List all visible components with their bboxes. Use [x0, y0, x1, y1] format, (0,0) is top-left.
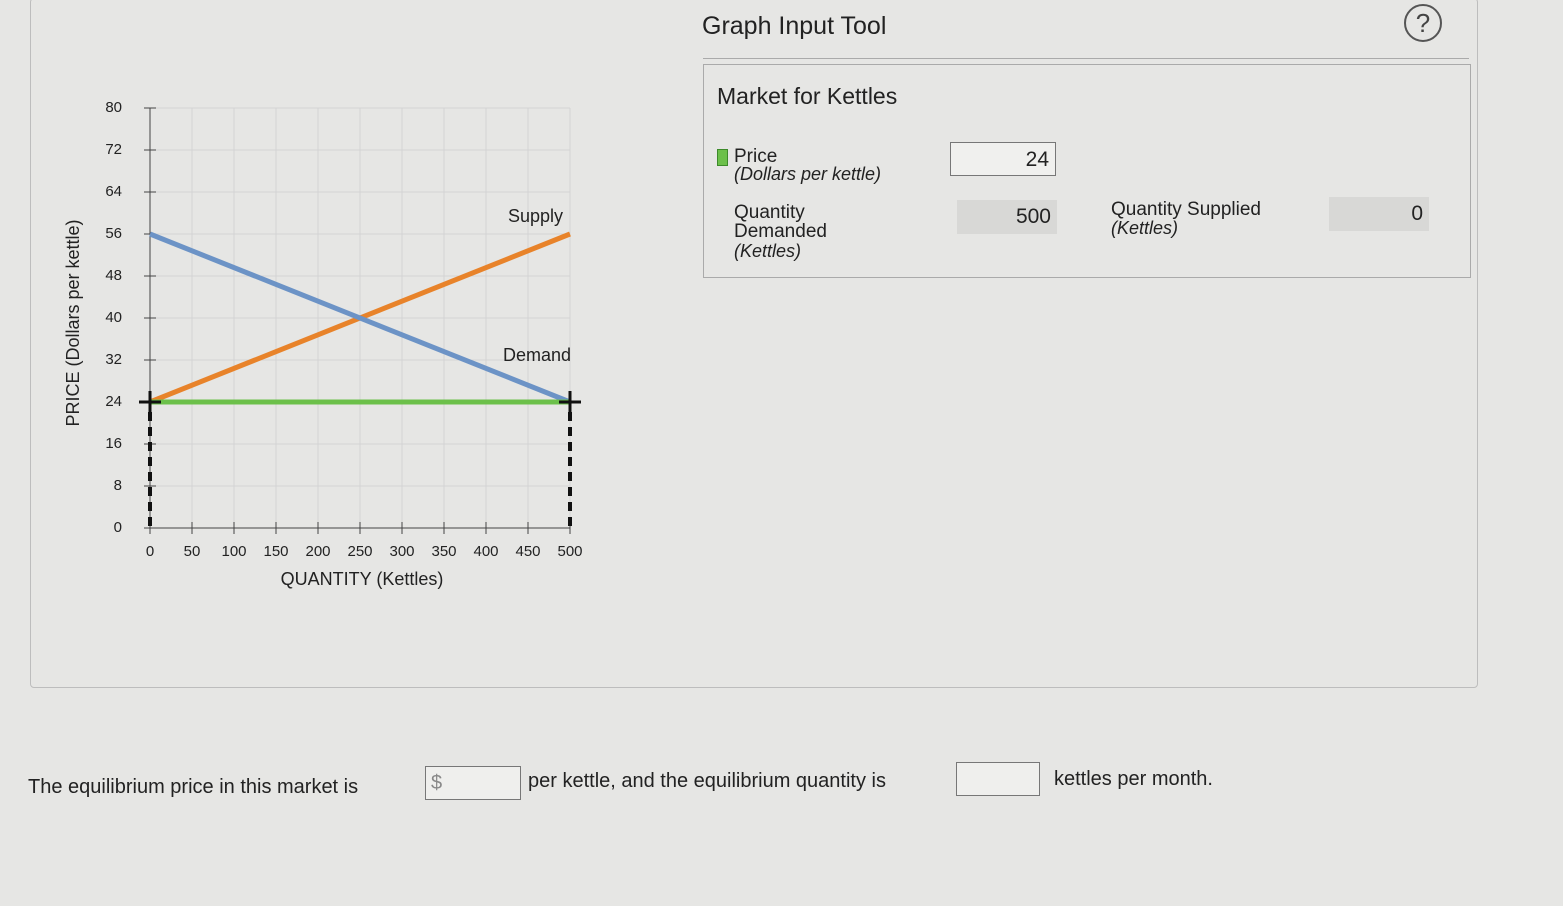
series-label: Demand [503, 345, 571, 365]
x-tick-label: 0 [146, 543, 154, 560]
x-axis-title: QUANTITY (Kettles) [281, 569, 444, 589]
handle [139, 391, 161, 413]
question-part3: kettles per month. [1054, 768, 1213, 790]
supplied-label: Quantity Supplied [1111, 199, 1261, 220]
supplied-value: 0 [1329, 197, 1429, 231]
tool-title: Graph Input Tool [702, 12, 887, 40]
price-label: Price [734, 146, 778, 167]
y-tick-label: 80 [105, 99, 122, 116]
x-tick-label: 500 [557, 543, 582, 560]
x-tick-label: 50 [184, 543, 201, 560]
panel-title: Market for Kettles [717, 83, 898, 109]
x-tick-label: 250 [347, 543, 372, 560]
demanded-label: Quantity Demanded [734, 202, 827, 242]
x-tick-label: 400 [473, 543, 498, 560]
question-part2: per kettle, and the equilibrium quantity… [528, 770, 886, 792]
divider [703, 58, 1469, 59]
price-swatch [717, 149, 728, 166]
supplied-unit: (Kettles) [1111, 218, 1179, 238]
y-tick-label: 56 [105, 225, 122, 242]
price-input[interactable]: 24 [950, 142, 1056, 176]
x-tick-label: 450 [515, 543, 540, 560]
y-axis-title: PRICE (Dollars per kettle) [63, 219, 83, 426]
series-label: Supply [508, 206, 563, 226]
series-line [149, 231, 571, 405]
price-answer[interactable]: $ [425, 766, 521, 800]
y-tick-label: 40 [105, 309, 122, 326]
y-tick-label: 72 [105, 141, 122, 158]
y-tick-label: 24 [105, 393, 122, 410]
y-tick-label: 32 [105, 351, 122, 368]
x-tick-label: 300 [389, 543, 414, 560]
y-tick-label: 0 [114, 519, 122, 536]
y-tick-label: 64 [105, 183, 122, 200]
input-panel: Market for Kettles Price (Dollars per ke… [703, 64, 1471, 278]
tool-frame [30, 0, 1478, 688]
demanded-unit: (Kettles) [734, 241, 802, 261]
question-part1: The equilibrium price in this market is [28, 776, 359, 798]
x-tick-label: 100 [221, 543, 246, 560]
x-tick-label: 350 [431, 543, 456, 560]
quantity-answer[interactable] [956, 762, 1040, 796]
y-tick-label: 8 [114, 477, 122, 494]
handle [559, 391, 581, 413]
chart: PRICE (Dollars per kettle) QUANTITY (Ket… [63, 99, 583, 589]
help-button[interactable]: ? [1404, 4, 1442, 42]
x-tick-label: 200 [305, 543, 330, 560]
x-tick-label: 150 [263, 543, 288, 560]
price-unit: (Dollars per kettle) [734, 164, 882, 184]
demanded-value: 500 [957, 200, 1057, 234]
y-tick-label: 16 [105, 435, 122, 452]
y-tick-label: 48 [105, 267, 122, 284]
